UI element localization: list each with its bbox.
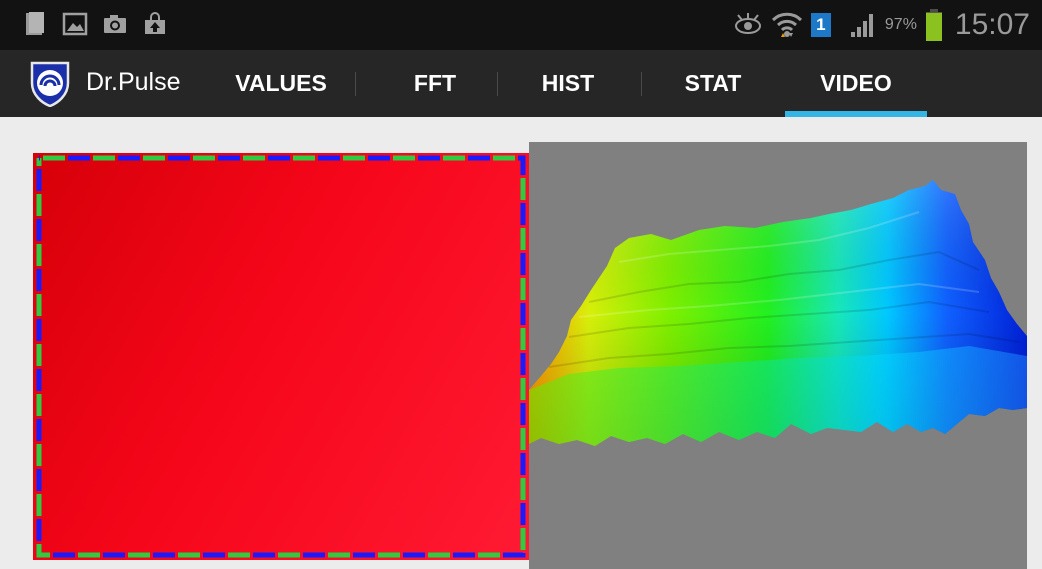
battery-icon (925, 9, 942, 41)
tab-stat[interactable]: STAT (650, 50, 776, 117)
selected-tab-indicator (785, 111, 927, 117)
document-icon (26, 12, 44, 35)
tab-stat-label: STAT (684, 70, 742, 96)
tab-fft[interactable]: FFT (372, 50, 498, 117)
notification-icons (22, 12, 168, 36)
tab-values-label: VALUES (235, 70, 327, 96)
tab-divider (641, 72, 642, 96)
image-icon (62, 12, 88, 36)
system-icons: 1 97% 15:07 (733, 4, 1030, 46)
app-logo-icon[interactable] (28, 59, 72, 107)
tab-hist-label: HIST (541, 70, 595, 96)
status-bar: 1 97% 15:07 (0, 0, 1042, 50)
sim-badge-icon: 1 (810, 13, 831, 37)
wifi-icon (771, 12, 802, 37)
app-title: Dr.Pulse (86, 68, 181, 96)
tab-video-label: VIDEO (820, 70, 892, 96)
camera-preview (33, 153, 529, 560)
surface-plot-panel (529, 142, 1027, 569)
tab-hist[interactable]: HIST (505, 50, 631, 117)
camera-preview-image (33, 153, 529, 560)
tab-divider (355, 72, 356, 96)
battery-percent: 97% (884, 16, 917, 33)
surface-plot (529, 180, 1027, 446)
eye-icon (734, 13, 761, 34)
action-bar: Dr.Pulse VALUES FFT HIST STAT VIDEO (0, 50, 1042, 117)
surface-highlights (578, 211, 980, 318)
upload-bag-icon (145, 12, 165, 34)
tab-fft-label: FFT (413, 70, 457, 96)
surface-front-edge (529, 346, 1027, 446)
surface-ridges (548, 250, 1020, 368)
signal-icon (850, 14, 873, 37)
tab-video[interactable]: VIDEO (785, 50, 927, 117)
sim-badge-label: 1 (816, 15, 826, 34)
camera-icon (104, 15, 126, 33)
tab-values[interactable]: VALUES (218, 50, 344, 117)
roi-frame (36, 155, 526, 558)
tab-divider (497, 72, 498, 96)
clock: 15:07 (954, 8, 1030, 41)
